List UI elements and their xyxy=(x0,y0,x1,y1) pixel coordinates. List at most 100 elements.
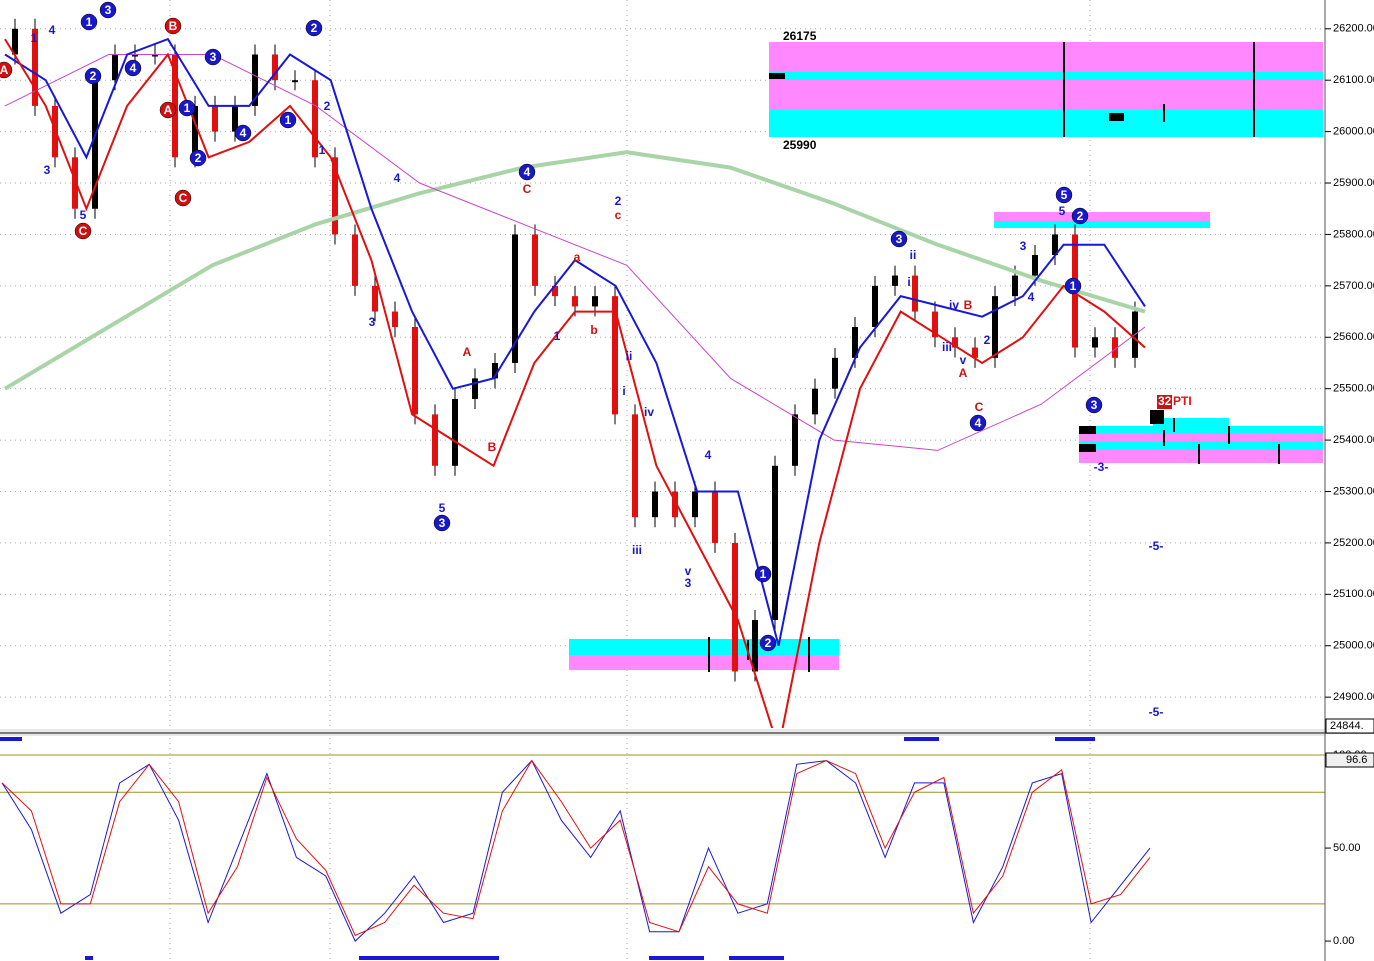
oscillator-line xyxy=(1,759,1151,942)
wave-label: C xyxy=(975,400,984,414)
wave-label: i xyxy=(622,384,625,398)
wave-label: A xyxy=(463,345,472,359)
price-zone xyxy=(769,42,1323,72)
wave-circle xyxy=(305,19,323,37)
price-bar xyxy=(852,326,858,358)
wave-label: 3 xyxy=(369,315,376,329)
wave-label: 2 xyxy=(1077,209,1084,223)
wave-label: C xyxy=(179,191,188,205)
price-bar xyxy=(452,398,458,466)
wave-label: 2 xyxy=(984,333,991,347)
wave-label: 3 xyxy=(896,232,903,246)
wave-label: B xyxy=(964,298,973,312)
price-bar xyxy=(792,414,798,466)
price-bar xyxy=(192,105,198,158)
wave-circle xyxy=(204,48,222,66)
wave-label: 4 xyxy=(130,61,137,75)
price-bar xyxy=(992,296,998,358)
wave-label: 5 xyxy=(80,208,87,222)
zone-label: 25990 xyxy=(783,138,817,152)
price-zone xyxy=(1079,442,1323,450)
price-bar xyxy=(472,378,478,399)
signal-bar xyxy=(904,737,939,741)
wave-label: 2 xyxy=(90,69,97,83)
wave-label: A xyxy=(959,366,968,380)
price-zone xyxy=(769,110,1323,137)
price-bar xyxy=(212,105,218,132)
wave-label: C xyxy=(523,182,532,196)
y-tick-label: 25200.00 xyxy=(1333,537,1374,549)
wave-circle xyxy=(174,189,192,207)
y-tick-label: 25900.00 xyxy=(1333,177,1374,189)
zone-marker xyxy=(1079,444,1096,452)
price-bar xyxy=(532,234,538,286)
wave-circle xyxy=(1055,186,1073,204)
oscillator-panel xyxy=(0,738,1325,960)
value-label-box xyxy=(1325,752,1374,768)
y-tick-label: 26200.00 xyxy=(1333,23,1374,35)
price-bar xyxy=(752,620,758,672)
wave-circle xyxy=(1071,207,1089,225)
price-bar xyxy=(632,414,638,518)
wave-circle xyxy=(74,222,92,240)
price-zone xyxy=(769,72,1323,80)
price-bar xyxy=(572,296,578,307)
wave-label: 1 xyxy=(1070,279,1077,293)
wave-label: v xyxy=(685,564,692,578)
price-zone xyxy=(1079,434,1323,442)
wave-label: 2 xyxy=(765,636,772,650)
zone-marker xyxy=(1079,426,1096,434)
price-bar xyxy=(772,465,778,621)
price-bar xyxy=(152,54,158,57)
wave-label: 3 xyxy=(44,163,51,177)
wave-label: iv xyxy=(949,298,959,312)
wave-label: 4 xyxy=(975,416,982,430)
price-bar xyxy=(392,311,398,327)
price-zone xyxy=(1079,450,1323,463)
wave-circle xyxy=(84,67,102,85)
signal-bar xyxy=(85,956,93,960)
wave-circle xyxy=(759,634,777,652)
wave-label: -5- xyxy=(1149,705,1164,719)
y-tick-label: 25500.00 xyxy=(1333,383,1374,395)
wave-circle xyxy=(433,514,451,532)
zone-marker xyxy=(1150,410,1164,424)
wave-label: B xyxy=(169,19,178,33)
price-bar xyxy=(252,54,258,106)
value-label: 96.6 xyxy=(1346,754,1367,766)
price-bar xyxy=(12,28,18,55)
price-bar xyxy=(372,285,378,312)
signal-bar xyxy=(729,956,784,960)
pti-count: 32 xyxy=(1158,394,1172,408)
moving-average xyxy=(4,37,1146,646)
price-bar xyxy=(712,491,718,543)
wave-label: 1 xyxy=(285,113,292,127)
wave-label: 5 xyxy=(1061,188,1068,202)
price-bar xyxy=(552,285,558,297)
wave-circle xyxy=(164,17,182,35)
y-tick-label: 25300.00 xyxy=(1333,485,1374,497)
wave-label: 3 xyxy=(685,576,692,590)
price-bar xyxy=(832,357,838,389)
wave-label: v xyxy=(960,353,967,367)
wave-label: -3- xyxy=(1094,460,1109,474)
moving-average xyxy=(4,54,1146,451)
wave-circle xyxy=(754,565,772,583)
price-bar xyxy=(952,337,958,348)
pti-box xyxy=(1157,395,1172,409)
price-bar xyxy=(972,347,978,358)
wave-label: 1 xyxy=(31,31,38,45)
pti-label: PTI xyxy=(1173,394,1192,408)
wave-label: 3 xyxy=(1020,239,1027,253)
price-bar xyxy=(292,80,298,83)
price-bar xyxy=(512,234,518,363)
wave-label: 1 xyxy=(86,15,93,29)
wave-label: 1 xyxy=(554,329,561,343)
zone-marker xyxy=(769,73,785,79)
wave-label: 4 xyxy=(705,448,712,462)
price-zone xyxy=(569,655,839,670)
wave-label: a xyxy=(574,250,581,264)
